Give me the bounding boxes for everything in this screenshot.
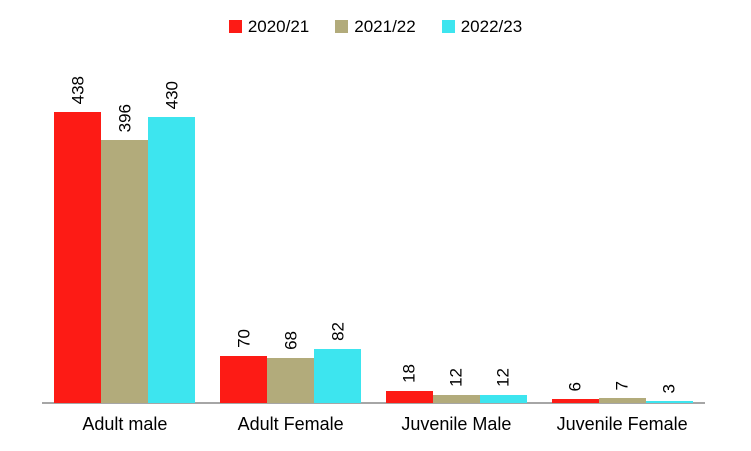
legend-item-2020-21: 2020/21 (228, 17, 310, 36)
data-label: 12 (446, 368, 466, 387)
data-label: 7 (612, 380, 632, 390)
bar-2020-21-adult-male (54, 112, 102, 403)
legend-label: 2022/23 (460, 17, 523, 36)
legend-swatch-icon (228, 20, 242, 33)
x-tick-label: Juvenile Female (556, 414, 688, 434)
data-label: 68 (281, 331, 301, 350)
bar-2021-22-juvenile-male (432, 395, 480, 403)
data-label: 70 (234, 329, 254, 348)
bar-2022-23-adult-male (148, 117, 196, 403)
x-tick-label: Adult male (82, 414, 168, 434)
data-label: 18 (399, 364, 419, 383)
x-axis-line (42, 402, 705, 404)
data-label: 396 (115, 103, 135, 132)
legend-item-2021-22: 2021/22 (335, 17, 416, 36)
data-label: 82 (328, 322, 348, 341)
bar-2020-21-juvenile-female (551, 399, 599, 403)
legend-swatch-icon (335, 20, 349, 33)
data-label: 430 (162, 80, 182, 109)
legend-swatch-icon (441, 20, 455, 33)
bar-2022-23-juvenile-female (645, 401, 693, 403)
data-label: 3 (659, 383, 679, 393)
legend-label: 2020/21 (247, 17, 310, 36)
chart-legend: 2020/21 2021/22 2022/23 (0, 18, 751, 35)
bar-2021-22-juvenile-female (598, 398, 646, 403)
bar-2020-21-juvenile-male (385, 391, 433, 403)
x-tick-label: Adult Female (237, 414, 344, 434)
legend-item-2022-23: 2022/23 (441, 17, 523, 36)
bar-2021-22-adult-male (101, 140, 149, 403)
bar-2021-22-adult-female (267, 358, 315, 403)
x-tick-label: Juvenile Male (401, 414, 512, 434)
data-label: 12 (493, 368, 513, 387)
data-label: 6 (565, 381, 585, 391)
bar-2022-23-adult-female (314, 349, 362, 403)
legend-label: 2021/22 (354, 17, 416, 36)
bar-2020-21-adult-female (220, 356, 268, 403)
data-label: 438 (68, 75, 88, 104)
bar-2022-23-juvenile-male (479, 395, 527, 403)
